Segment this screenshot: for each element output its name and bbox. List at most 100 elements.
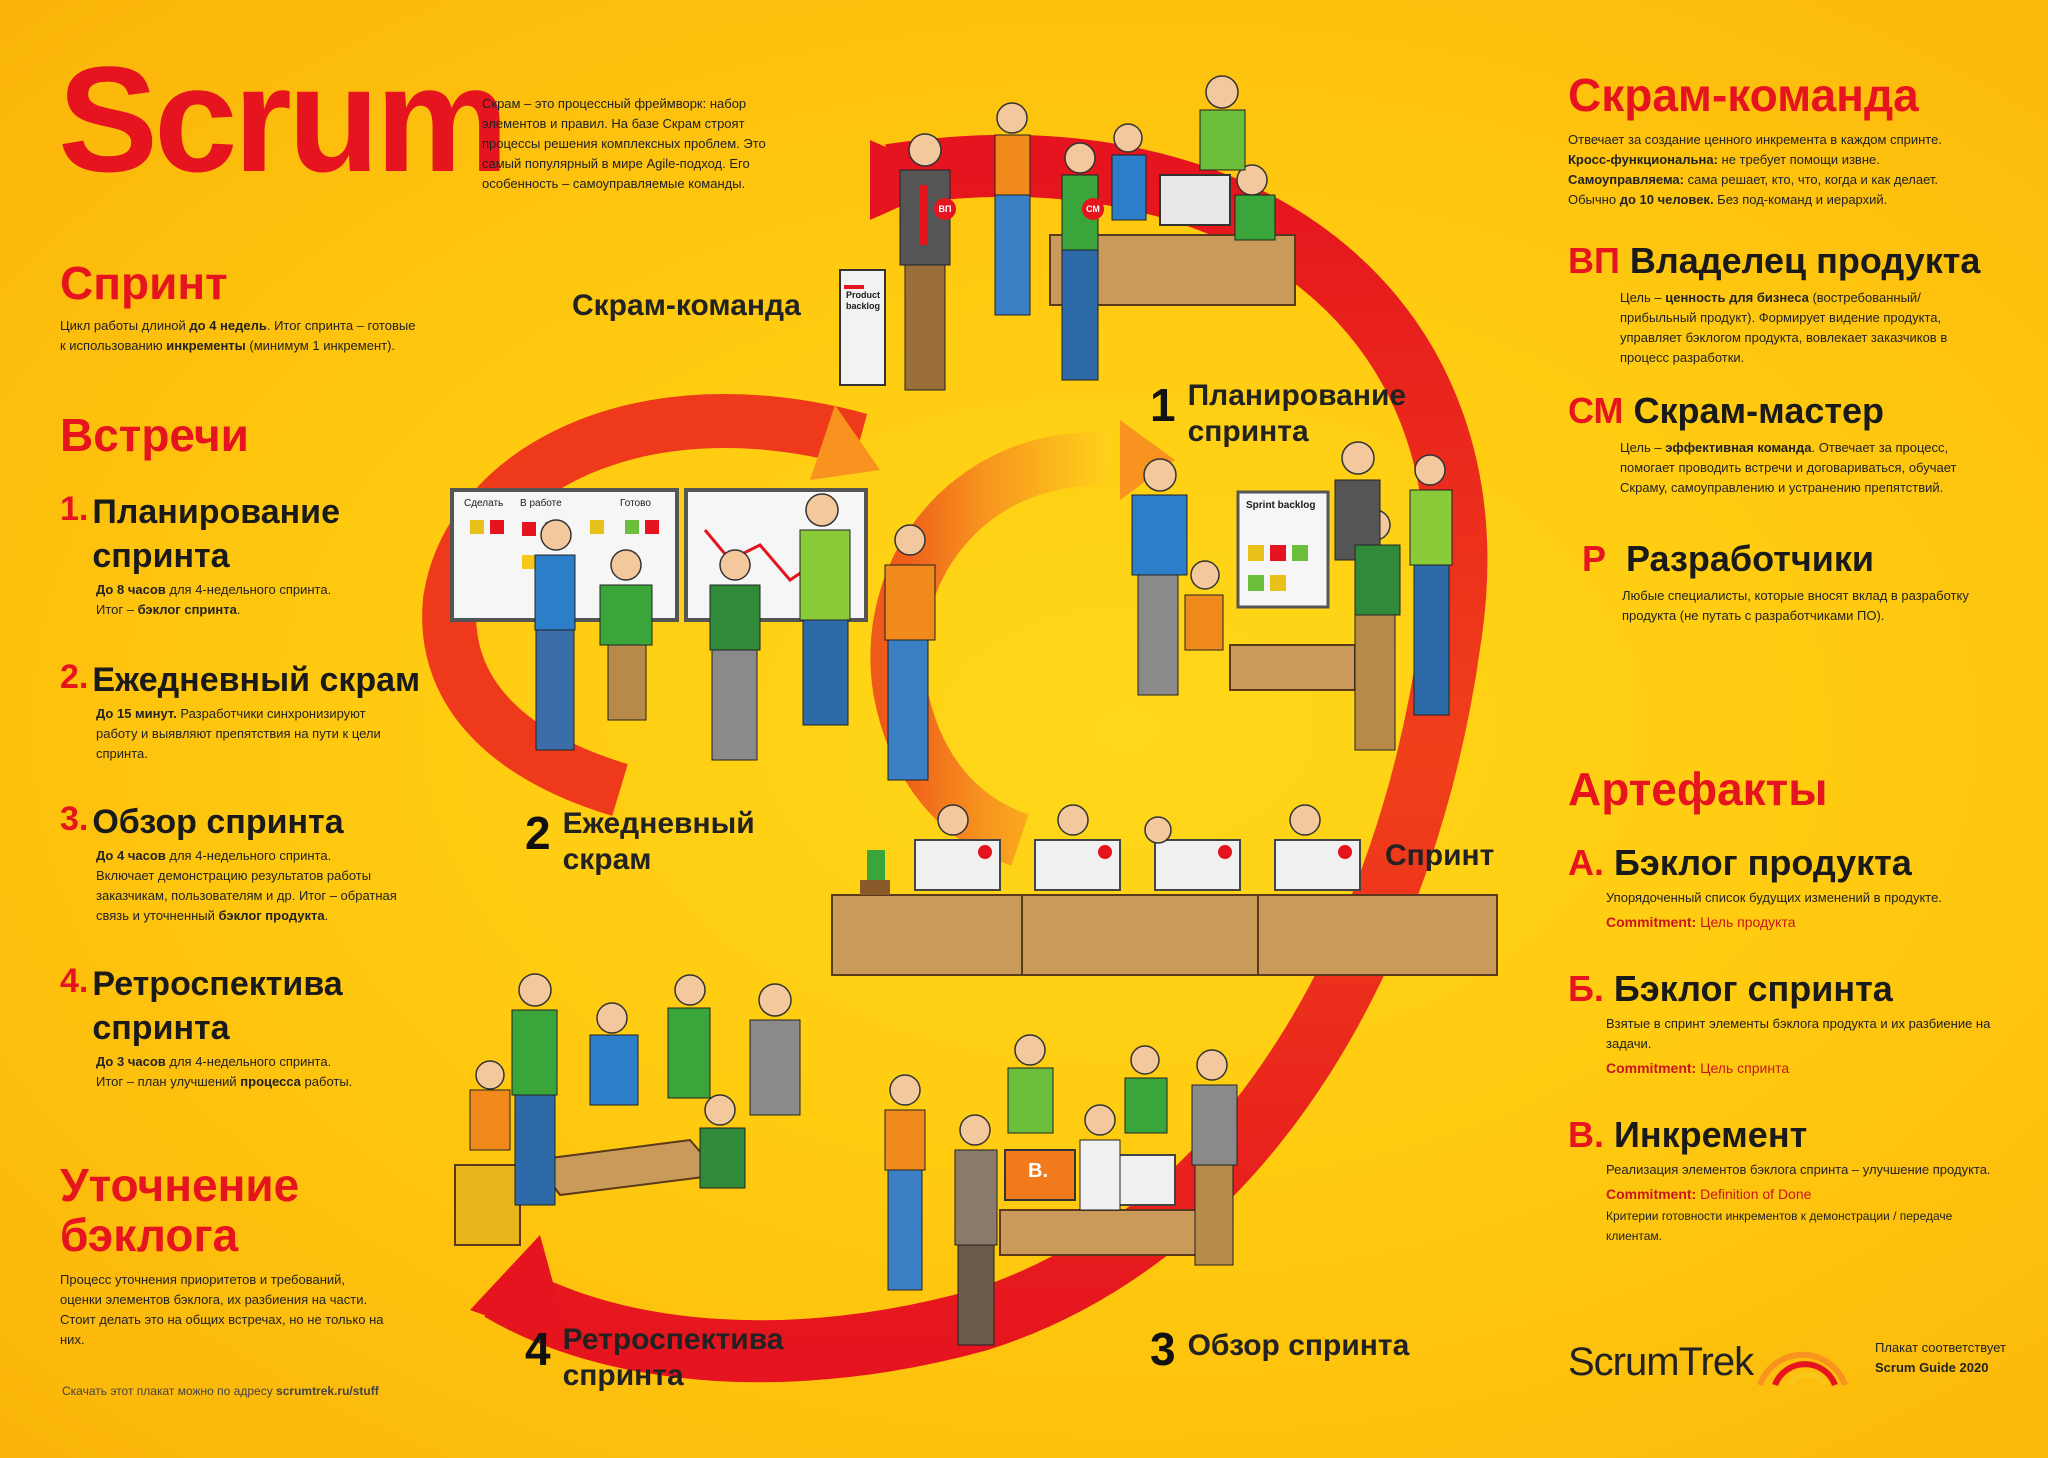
meeting-desc: До 4 часов для 4-недельного спринта. Вклю… bbox=[96, 846, 416, 926]
team-line2-bold: Кросс-функциональна: bbox=[1568, 152, 1718, 167]
meeting-item: 4. Ретроспектива спринта До 3 часов для 4… bbox=[60, 962, 460, 1092]
meeting-desc-line2: Итог – bbox=[96, 602, 138, 617]
sprint-desc-3: (минимум 1 инкремент). bbox=[245, 338, 396, 353]
note-line1: Плакат соответствует bbox=[1875, 1340, 2006, 1355]
scrumtrek-logo-mark bbox=[1757, 1351, 1848, 1387]
meeting-desc-rest: Разработчики синхронизируют работу и выя… bbox=[96, 706, 381, 761]
note-line2: Scrum Guide 2020 bbox=[1875, 1360, 1989, 1375]
role-title: Скрам-мастер bbox=[1633, 390, 1885, 431]
scrum-guide-note: Плакат соответствует Scrum Guide 2020 bbox=[1875, 1338, 2006, 1378]
meeting-title: Ежедневный скрам bbox=[92, 661, 421, 699]
artifact-item: А. Бэклог продукта Упорядоченный список б… bbox=[1568, 842, 2008, 930]
sprint-desc-1: Цикл работы длиной bbox=[60, 318, 190, 333]
meeting-number: 3. bbox=[60, 800, 89, 838]
meeting-number: 4. bbox=[60, 962, 89, 1000]
meeting-item: 2. Ежедневный скрам До 15 минут. Разработ… bbox=[60, 658, 460, 764]
daily-number: 2 bbox=[525, 807, 551, 859]
artifacts-title: Артефакты bbox=[1568, 763, 1828, 815]
commitment-value: Цель продукта bbox=[1700, 914, 1796, 930]
commitment-value: Definition of Done bbox=[1700, 1186, 1812, 1202]
team-line4-end: Без под-команд и иерархий. bbox=[1713, 192, 1888, 207]
team-line1: Отвечает за создание ценного инкремента … bbox=[1568, 132, 1942, 147]
team-line2: не требует помощи извне. bbox=[1717, 152, 1880, 167]
download-note: Скачать этот плакат можно по адресу scru… bbox=[62, 1384, 379, 1398]
role-desc-a: Любые специалисты, которые вносят вклад … bbox=[1622, 588, 1969, 623]
team-title: Скрам-команда bbox=[1568, 69, 1919, 121]
scrum-logo-title: Scrum bbox=[58, 35, 509, 203]
meeting-desc-line2-bold: бэклог продукта bbox=[218, 908, 325, 923]
role-abbr: ВП bbox=[1568, 240, 1620, 281]
meeting-desc: До 15 минут. Разработчики синхронизируют… bbox=[96, 704, 406, 764]
sprint-section: Спринт Цикл работы длиной до 4 недель. И… bbox=[60, 258, 420, 356]
sprint-desc-2: . Итог спринта – готовые к использованию bbox=[60, 318, 416, 353]
planning-label: Планирование спринта bbox=[1187, 379, 1407, 448]
artifact-title: Бэклог спринта bbox=[1613, 968, 1893, 1009]
scene-label-retro: 4 Ретроспектива спринта bbox=[525, 1322, 793, 1394]
daily-arc-arrow bbox=[870, 432, 1113, 866]
commitment-value: Цель спринта bbox=[1700, 1060, 1790, 1076]
team-line4: Обычно bbox=[1568, 192, 1620, 207]
role-product-owner: ВП Владелец продукта Цель – ценность для … bbox=[1568, 240, 1988, 368]
role-scrum-master: СМ Скрам-мастер Цель – эффективная команд… bbox=[1568, 390, 1988, 498]
scene-label-team: Скрам-команда bbox=[572, 289, 801, 322]
meeting-desc-bold: До 3 часов bbox=[96, 1054, 166, 1069]
artifact-desc: Упорядоченный список будущих изменений в… bbox=[1606, 890, 1942, 905]
meeting-item: 1. Планирование спринта До 8 часов для 4-… bbox=[60, 490, 460, 620]
meeting-title: Обзор спринта bbox=[92, 803, 344, 841]
badge-increment: В. bbox=[1028, 1160, 1048, 1182]
daily-label: Ежедневный скрам bbox=[562, 807, 755, 876]
planning-scene bbox=[1131, 441, 1453, 751]
team-line3: сама решает, кто, что, когда и как делае… bbox=[1683, 172, 1939, 187]
role-desc-a: Цель – bbox=[1620, 290, 1666, 305]
meeting-desc: До 3 часов для 4-недельного спринта. Итог… bbox=[96, 1052, 460, 1092]
team-desc: Отвечает за создание ценного инкремента … bbox=[1568, 130, 1988, 210]
commitment-label: Commitment: bbox=[1606, 1060, 1697, 1076]
board-col-inprogress: В работе bbox=[520, 498, 562, 509]
sprint-desc-b1: до 4 недель bbox=[189, 318, 267, 333]
role-desc-b: эффективная команда bbox=[1665, 440, 1812, 455]
artifact-commitment: Commitment: Цель продукта bbox=[1606, 914, 2008, 930]
planning-number: 1 bbox=[1150, 379, 1176, 431]
board-col-done: Готово bbox=[620, 498, 651, 509]
daily-scene bbox=[450, 488, 936, 781]
daily-arrowhead-right bbox=[1120, 420, 1175, 500]
commitment-label: Commitment: bbox=[1606, 1186, 1697, 1202]
scrumtrek-brand: ScrumTrek bbox=[1568, 1340, 1754, 1384]
role-desc-b: ценность для бизнеса bbox=[1665, 290, 1809, 305]
refinement-title: Уточнение бэклога bbox=[60, 1159, 300, 1261]
meeting-desc-line2-end: . bbox=[236, 602, 241, 617]
role-desc: Цель – ценность для бизнеса (востребован… bbox=[1620, 288, 1988, 368]
retro-label: Ретроспектива спринта bbox=[562, 1323, 784, 1392]
meetings-title: Встречи bbox=[60, 409, 249, 461]
role-desc-c: . Отвечает за процесс, помогает проводит… bbox=[1620, 440, 1957, 495]
meeting-desc-bold: До 8 часов bbox=[96, 582, 166, 597]
artifacts-section: Артефакты А. Бэклог продукта Упорядоченны… bbox=[1568, 764, 2008, 1246]
board-col-todo: Сделать bbox=[464, 498, 504, 509]
role-desc-a: Цель – bbox=[1620, 440, 1666, 455]
role-abbr: Р bbox=[1582, 538, 1607, 579]
role-abbr: СМ bbox=[1568, 390, 1624, 431]
artifact-commitment: Commitment: Definition of Done bbox=[1606, 1186, 2008, 1202]
badge-product-owner: ВП bbox=[934, 198, 956, 220]
meeting-item: 3. Обзор спринта До 4 часов для 4-недельн… bbox=[60, 800, 460, 926]
download-link[interactable]: scrumtrek.ru/stuff bbox=[276, 1384, 379, 1398]
artifact-title: Бэклог продукта bbox=[1614, 842, 1912, 883]
left-loop-arrowhead bbox=[810, 405, 880, 480]
meeting-desc-line2-end: работы. bbox=[300, 1074, 353, 1089]
meeting-desc-line2-end: . bbox=[324, 908, 329, 923]
meeting-desc-line2-bold: бэклог спринта bbox=[137, 602, 237, 617]
sprint-arc-arrowhead bbox=[470, 1235, 570, 1345]
artifact-extra: Критерии готовности инкрементов к демонс… bbox=[1606, 1209, 1953, 1243]
meeting-desc-line2: Включает демонстрацию результатов работы… bbox=[96, 868, 397, 923]
sprint-scene bbox=[831, 804, 1498, 976]
meeting-desc-line2: Итог – план улучшений bbox=[96, 1074, 241, 1089]
role-desc-c: (востребованный/прибыльный продукт). Фор… bbox=[1620, 290, 1948, 365]
meeting-title: Ретроспектива спринта bbox=[92, 965, 343, 1047]
meeting-desc-bold: До 15 минут. bbox=[96, 706, 177, 721]
role-desc: Цель – эффективная команда. Отвечает за … bbox=[1620, 438, 1988, 498]
refinement-desc: Процесс уточнения приоритетов и требован… bbox=[60, 1272, 384, 1347]
badge-scrum-master: СМ bbox=[1082, 198, 1104, 220]
artifact-item: Б. Бэклог спринта Взятые в спринт элемент… bbox=[1568, 968, 2008, 1076]
sprint-backlog-sign: Sprint backlog bbox=[1246, 500, 1316, 511]
